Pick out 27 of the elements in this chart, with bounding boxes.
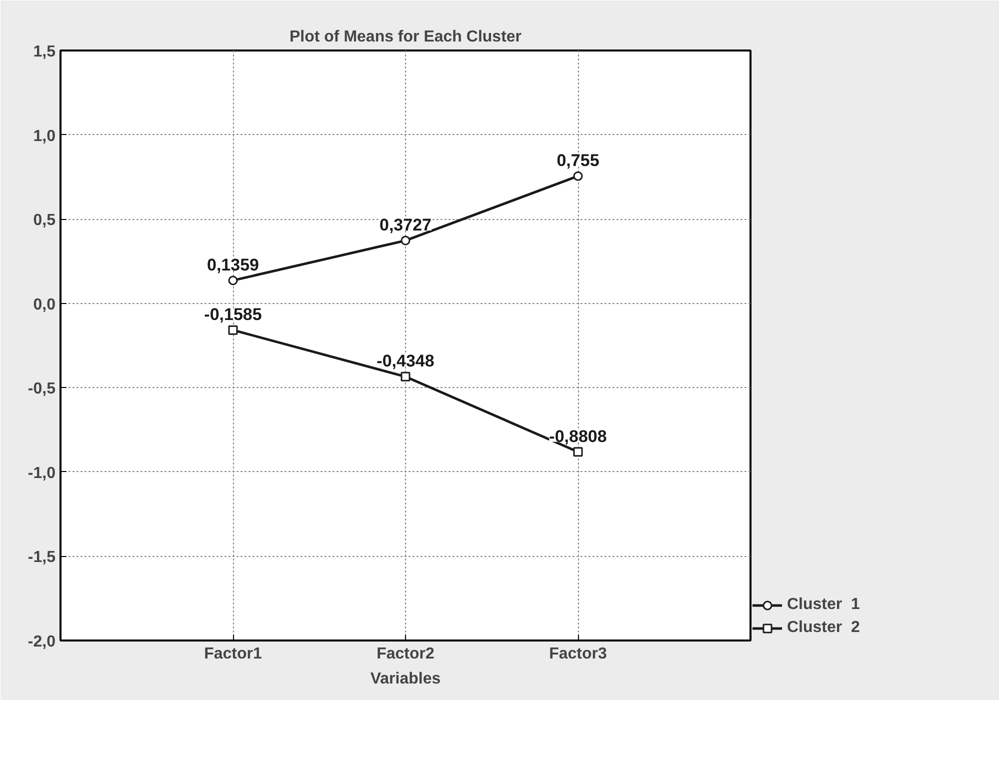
point bbox=[573, 171, 583, 181]
data-label: 0,755 bbox=[556, 151, 600, 170]
x-tick-label: Factor1 bbox=[204, 646, 262, 662]
x-tick-label: Factor3 bbox=[549, 646, 607, 662]
data-label: -0,4348 bbox=[376, 352, 434, 371]
y-tick-label: -0,5 bbox=[28, 380, 56, 398]
y-tick-label: 0,0 bbox=[33, 296, 56, 314]
y-tick-label: -1,0 bbox=[28, 464, 56, 482]
x-tick-label: Factor2 bbox=[376, 646, 434, 662]
y-tick-label: 1,5 bbox=[33, 44, 56, 60]
x-axis-title: Variables bbox=[370, 670, 441, 688]
data-label: -0,1585 bbox=[204, 305, 262, 324]
y-tick-label: 0,5 bbox=[33, 212, 56, 230]
y-tick-label: -2,0 bbox=[28, 634, 56, 650]
legend-label: Cluster 1 bbox=[787, 596, 860, 614]
data-label: 0,1359 bbox=[207, 255, 259, 274]
point bbox=[400, 236, 410, 246]
point bbox=[228, 276, 238, 286]
data-label: 0,3727 bbox=[380, 216, 432, 235]
point bbox=[400, 372, 410, 382]
point bbox=[573, 447, 583, 457]
y-tick-label: 1,0 bbox=[33, 128, 56, 145]
data-label: -0,8808 bbox=[549, 426, 607, 446]
point bbox=[228, 325, 238, 335]
y-tick-label: -1,5 bbox=[28, 549, 56, 566]
legend-label: Cluster 2 bbox=[787, 619, 860, 637]
chart-title: Plot of Means for Each Cluster bbox=[289, 28, 522, 46]
